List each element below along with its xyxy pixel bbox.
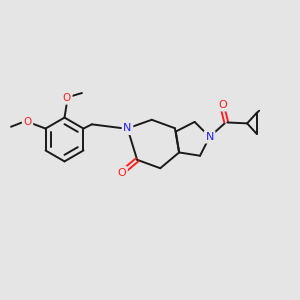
Text: O: O [219,100,227,110]
Text: O: O [117,168,126,178]
Text: N: N [123,123,132,134]
Text: O: O [23,117,32,127]
Text: N: N [206,132,214,142]
Text: O: O [63,93,71,103]
